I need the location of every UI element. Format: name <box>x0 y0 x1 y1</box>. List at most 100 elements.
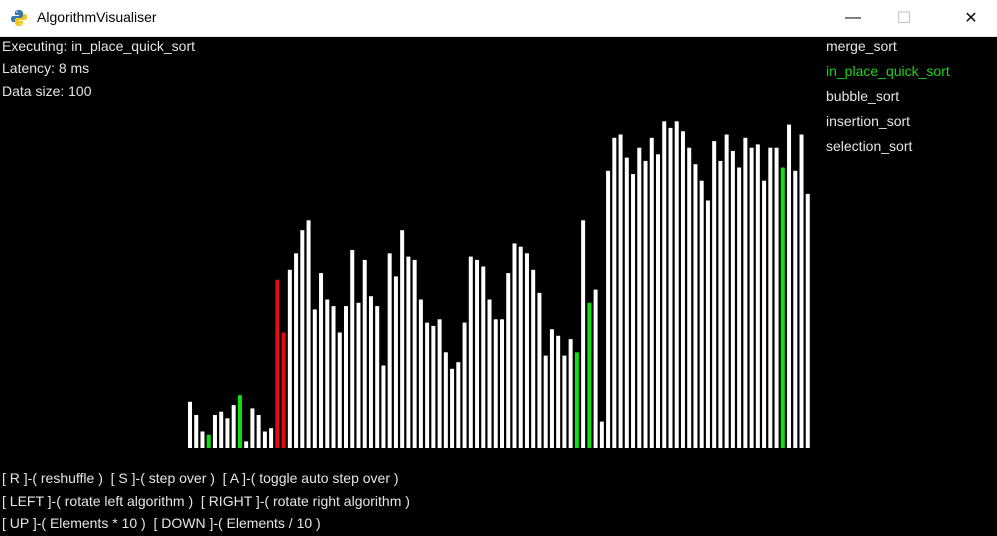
data-bar <box>487 299 492 448</box>
data-bar <box>456 362 461 448</box>
data-bar <box>780 167 785 448</box>
data-bar <box>730 151 735 448</box>
title-bar: AlgorithmVisualiser — ☐ ✕ <box>0 0 997 37</box>
data-bar <box>350 250 355 448</box>
algorithm-item-selection-sort: selection_sort <box>826 138 913 154</box>
data-bar <box>393 276 398 448</box>
data-bar <box>705 200 710 448</box>
data-bar <box>225 418 230 448</box>
data-bar <box>599 421 604 448</box>
data-bar <box>188 401 192 448</box>
data-bar <box>212 415 217 448</box>
help-line-keys-left-right: [ LEFT ]-( rotate left algorithm ) [ RIG… <box>2 493 410 509</box>
data-bar <box>219 411 224 448</box>
data-bar <box>206 434 211 448</box>
data-bar <box>787 124 792 448</box>
data-bar <box>662 121 667 449</box>
help-line-keys-up-down: [ UP ]-( Elements * 10 ) [ DOWN ]-( Elem… <box>2 515 321 531</box>
data-bar <box>306 220 311 448</box>
data-bar <box>749 147 754 448</box>
data-bar <box>712 141 717 448</box>
data-bar <box>412 259 417 448</box>
data-bar <box>344 306 348 448</box>
help-line-keys-r-s-a: [ R ]-( reshuffle ) [ S ]-( step over ) … <box>2 470 399 486</box>
data-bar <box>606 170 611 449</box>
data-bar <box>537 292 542 448</box>
visualiser-canvas: Executing: in_place_quick_sort Latency: … <box>0 37 997 536</box>
data-bar <box>194 415 199 448</box>
data-bar <box>325 299 330 448</box>
data-bar <box>568 339 573 448</box>
data-bar <box>549 329 554 448</box>
data-bar <box>244 441 249 448</box>
data-bar <box>668 127 673 449</box>
data-bar <box>656 154 660 449</box>
minimize-button[interactable]: — <box>845 9 861 26</box>
data-bar <box>762 180 767 448</box>
data-bar <box>593 289 598 448</box>
data-bar <box>805 193 810 448</box>
data-bar <box>562 355 567 448</box>
window-title: AlgorithmVisualiser <box>37 9 157 25</box>
data-bar <box>631 174 636 448</box>
data-bar <box>743 137 748 449</box>
data-bar <box>275 279 280 448</box>
data-bar <box>531 269 536 448</box>
data-bar <box>774 147 779 448</box>
data-bar <box>425 322 430 448</box>
data-bar <box>443 352 448 448</box>
data-bar <box>337 332 342 448</box>
data-bar <box>543 355 548 448</box>
data-bar <box>300 230 305 448</box>
data-bar <box>512 243 517 448</box>
data-bar <box>649 137 654 449</box>
data-bar <box>331 306 336 448</box>
data-bar <box>618 134 623 448</box>
executing-label: Executing: in_place_quick_sort <box>2 38 196 54</box>
data-bar <box>250 408 255 448</box>
data-bar <box>500 319 504 448</box>
data-bar <box>294 253 299 448</box>
data-bar <box>768 147 773 448</box>
close-button[interactable]: ✕ <box>964 10 978 27</box>
data-bar <box>256 415 261 448</box>
data-bar <box>799 134 804 448</box>
algorithm-item-bubble-sort: bubble_sort <box>826 88 900 104</box>
data-bar <box>200 431 205 448</box>
data-bar <box>362 259 367 448</box>
latency-label: Latency: 8 ms <box>2 60 90 76</box>
data-bar <box>437 319 442 448</box>
algorithm-item-insertion-sort: insertion_sort <box>826 113 911 129</box>
data-bar <box>375 306 380 448</box>
data-bar <box>468 256 473 448</box>
algorithm-item-in-place-quick-sort: in_place_quick_sort <box>826 63 950 79</box>
data-bar <box>481 266 486 448</box>
data-bar <box>506 273 511 448</box>
data-bar <box>581 220 586 448</box>
data-bar <box>281 332 286 448</box>
data-bar <box>319 273 324 448</box>
data-bar <box>737 167 742 448</box>
data-bar <box>462 322 467 448</box>
data-bar <box>381 365 386 448</box>
data-bar <box>755 144 760 448</box>
data-bar <box>624 157 629 448</box>
data-bar <box>693 164 698 448</box>
data-bar <box>574 352 579 448</box>
python-app-icon <box>11 10 27 26</box>
algorithm-item-merge-sort: merge_sort <box>826 38 897 54</box>
data-bar <box>518 246 523 448</box>
data-bar <box>387 253 392 448</box>
data-bar <box>718 160 723 448</box>
data-bar <box>237 395 242 448</box>
data-bar <box>431 325 436 448</box>
data-bar <box>524 253 529 448</box>
data-bar <box>637 147 642 448</box>
bar-chart <box>188 121 810 449</box>
data-bar <box>724 134 729 448</box>
maximize-button[interactable]: ☐ <box>896 10 912 27</box>
data-bar <box>493 319 498 448</box>
data-bar <box>368 296 373 448</box>
data-bar <box>312 309 317 448</box>
data-bar <box>475 259 480 448</box>
